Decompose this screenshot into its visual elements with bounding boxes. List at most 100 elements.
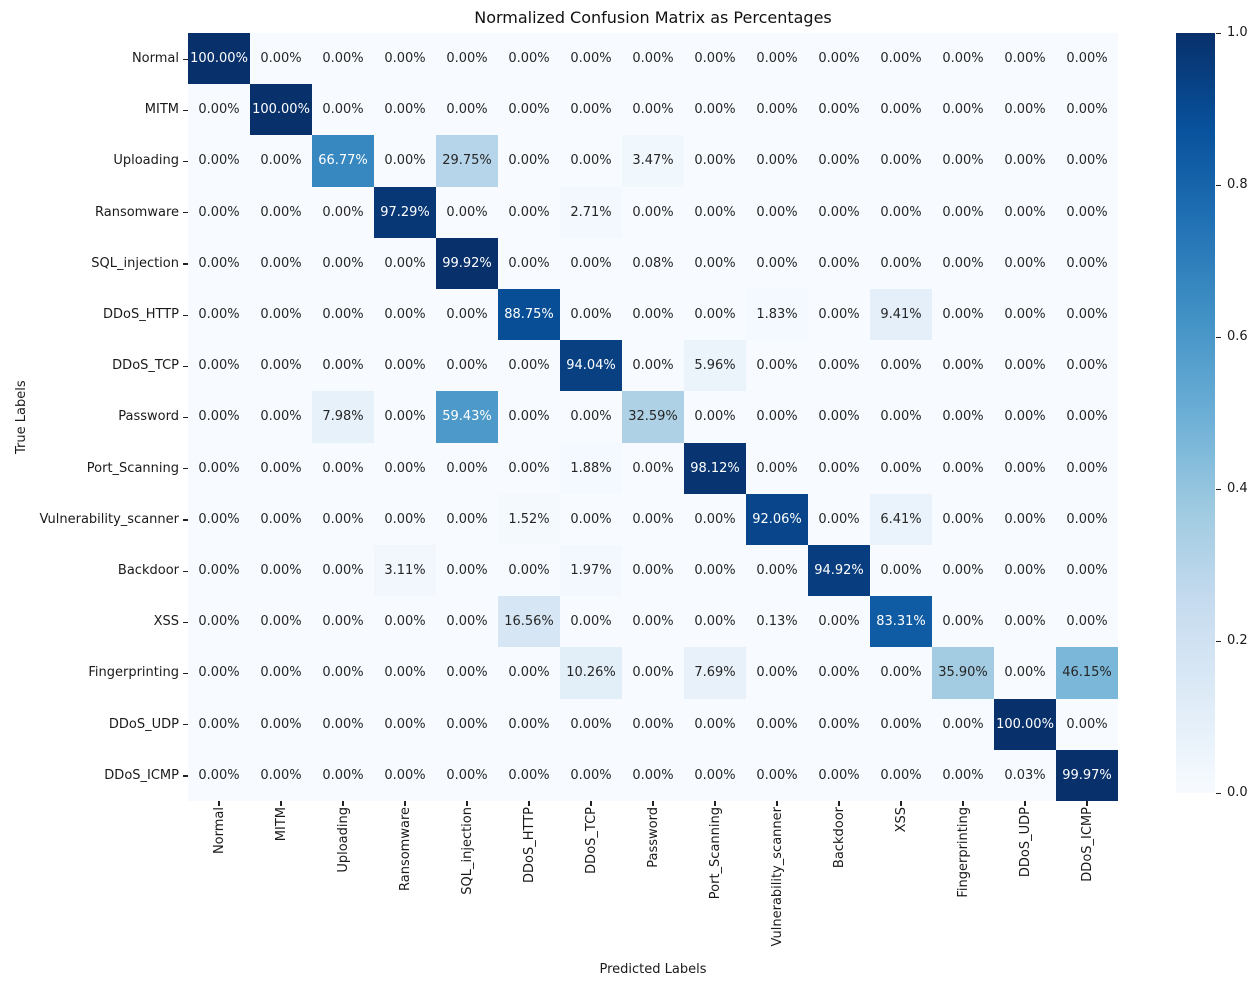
heatmap-cell: 0.00%	[312, 749, 374, 801]
heatmap-cell: 0.00%	[374, 391, 436, 443]
heatmap-cell: 0.00%	[994, 493, 1056, 545]
heatmap-cell: 0.00%	[374, 340, 436, 392]
heatmap-cell: 0.00%	[188, 340, 250, 392]
heatmap-cell: 0.00%	[932, 289, 994, 341]
heatmap-cell: 0.00%	[374, 84, 436, 136]
heatmap-cell: 16.56%	[498, 596, 560, 648]
heatmap-cell: 0.00%	[870, 186, 932, 238]
heatmap-cell: 0.00%	[684, 596, 746, 648]
heatmap-cell: 88.75%	[498, 289, 560, 341]
heatmap-cell: 83.31%	[870, 596, 932, 648]
heatmap-cell: 94.92%	[808, 545, 870, 597]
x-tick-mark	[280, 801, 282, 806]
heatmap-cell: 0.00%	[1056, 698, 1118, 750]
x-tick-label: MITM	[273, 807, 289, 842]
x-tick-label: DDoS_UDP	[1017, 807, 1033, 878]
heatmap-cell: 0.00%	[312, 340, 374, 392]
x-tick-label: Password	[645, 807, 661, 868]
x-tick-mark	[466, 801, 468, 806]
x-tick-mark	[1086, 801, 1088, 806]
heatmap-cell: 0.00%	[374, 135, 436, 187]
heatmap-cell: 0.00%	[188, 186, 250, 238]
x-tick-mark	[404, 801, 406, 806]
heatmap-cell: 0.00%	[808, 647, 870, 699]
x-tick-label: DDoS_TCP	[583, 807, 599, 874]
heatmap-cell: 46.15%	[1056, 647, 1118, 699]
y-tick-mark	[183, 621, 188, 623]
heatmap-cell: 0.00%	[436, 596, 498, 648]
heatmap-cell: 35.90%	[932, 647, 994, 699]
heatmap-cell: 0.13%	[746, 596, 808, 648]
heatmap-cell: 0.00%	[932, 186, 994, 238]
y-tick-mark	[183, 58, 188, 60]
heatmap-cell: 66.77%	[312, 135, 374, 187]
heatmap-cell: 0.00%	[746, 237, 808, 289]
heatmap-cell: 0.00%	[684, 135, 746, 187]
heatmap-cell: 0.00%	[870, 340, 932, 392]
heatmap-cell: 0.00%	[312, 84, 374, 136]
heatmap-cell: 0.00%	[684, 493, 746, 545]
heatmap-cell: 0.00%	[622, 596, 684, 648]
heatmap-cell: 0.00%	[746, 340, 808, 392]
heatmap-cell: 0.00%	[622, 442, 684, 494]
y-tick-mark	[183, 314, 188, 316]
heatmap-cell: 0.00%	[870, 698, 932, 750]
x-tick-mark	[962, 801, 964, 806]
heatmap-cell: 0.00%	[622, 33, 684, 85]
y-tick-mark	[183, 519, 188, 521]
heatmap-cell: 0.00%	[436, 340, 498, 392]
heatmap-cell: 0.00%	[684, 84, 746, 136]
y-tick-label: DDoS_TCP	[112, 358, 179, 374]
heatmap-cell: 0.00%	[498, 340, 560, 392]
heatmap-cell: 0.00%	[622, 647, 684, 699]
heatmap-cell: 0.00%	[374, 493, 436, 545]
heatmap-cell: 0.00%	[746, 186, 808, 238]
heatmap-cell: 0.00%	[994, 442, 1056, 494]
colorbar-tick-label: 0.6	[1227, 329, 1248, 344]
heatmap-cell: 0.00%	[1056, 545, 1118, 597]
heatmap-cell: 0.00%	[1056, 442, 1118, 494]
heatmap-cell: 0.00%	[374, 749, 436, 801]
heatmap-cell: 0.00%	[250, 391, 312, 443]
heatmap-cell: 0.00%	[188, 391, 250, 443]
y-tick-label: DDoS_HTTP	[103, 307, 179, 322]
heatmap-cell: 0.00%	[374, 698, 436, 750]
heatmap-cell: 0.00%	[498, 186, 560, 238]
heatmap-cell: 0.00%	[436, 749, 498, 801]
heatmap-cell: 0.00%	[808, 237, 870, 289]
heatmap-cell: 0.00%	[870, 135, 932, 187]
heatmap-cell: 0.00%	[374, 33, 436, 85]
heatmap-cell: 0.00%	[250, 135, 312, 187]
heatmap-cell: 0.00%	[188, 135, 250, 187]
y-tick-label: Vulnerability_scanner	[39, 511, 180, 527]
colorbar-tick-mark	[1216, 489, 1221, 491]
heatmap-cell: 0.00%	[994, 545, 1056, 597]
heatmap-cell: 0.00%	[250, 289, 312, 341]
heatmap-cell: 0.00%	[808, 698, 870, 750]
colorbar-tick-mark	[1216, 185, 1221, 187]
heatmap-cell: 3.47%	[622, 135, 684, 187]
heatmap-cell: 1.52%	[498, 493, 560, 545]
heatmap-cell: 0.00%	[560, 391, 622, 443]
y-tick-mark	[183, 724, 188, 726]
heatmap-cell: 0.00%	[1056, 135, 1118, 187]
heatmap-cell: 0.00%	[560, 135, 622, 187]
y-tick-mark	[183, 417, 188, 419]
heatmap-cell: 0.00%	[1056, 596, 1118, 648]
heatmap-cell: 0.00%	[932, 493, 994, 545]
heatmap-cell: 0.00%	[436, 33, 498, 85]
heatmap-cell: 0.00%	[746, 84, 808, 136]
heatmap-cell: 0.00%	[808, 289, 870, 341]
heatmap-cell: 0.00%	[1056, 493, 1118, 545]
heatmap-cell: 0.00%	[374, 442, 436, 494]
heatmap-cell: 0.00%	[808, 749, 870, 801]
y-tick-label: Normal	[131, 51, 179, 66]
heatmap-cell: 0.00%	[994, 237, 1056, 289]
heatmap-cell: 0.00%	[436, 186, 498, 238]
heatmap-cell: 3.11%	[374, 545, 436, 597]
x-tick-mark	[1024, 801, 1026, 806]
heatmap-cell: 0.00%	[250, 493, 312, 545]
heatmap-cell: 0.00%	[746, 647, 808, 699]
heatmap-cell: 0.00%	[312, 596, 374, 648]
